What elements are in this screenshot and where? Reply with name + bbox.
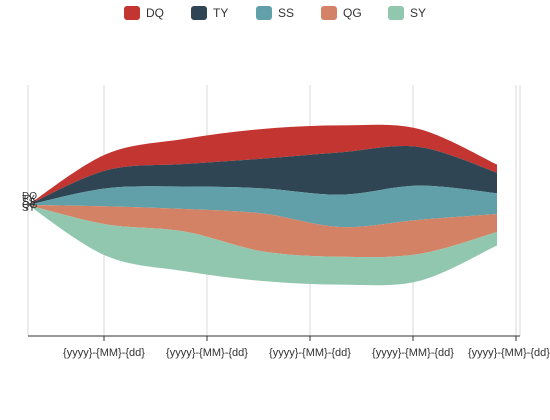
stream-layer [28,124,497,286]
legend-label-ss: SS [278,6,295,20]
legend-label-qg: QG [343,6,362,20]
stream-ty[interactable] [28,146,497,205]
x-axis: {yyyy}-{MM}-{dd} {yyyy}-{MM}-{dd} {yyyy}-{… [28,335,550,359]
legend-item-dq[interactable]: DQ [124,4,164,22]
x-tick-label-1: {yyyy}-{MM}-{dd} [166,347,248,359]
x-tick-label-0: {yyyy}-{MM}-{dd} [63,347,145,359]
legend-swatch-dq [124,6,140,20]
legend-item-sy[interactable]: SY [388,4,426,22]
legend-swatch-qg [321,6,337,20]
legend-swatch-ty [191,6,207,20]
legend-item-ty[interactable]: TY [191,4,228,22]
stream-ss[interactable] [28,185,497,228]
stream-sy[interactable] [28,205,497,286]
edge-label-ty: TY [22,194,35,205]
stream-qg[interactable] [28,205,497,258]
edge-label-qg: QG [22,200,38,211]
legend-label-dq: DQ [146,6,164,20]
legend-swatch-ss [256,6,272,20]
x-tick-label-2: {yyyy}-{MM}-{dd} [269,347,351,359]
x-tick-label-3: {yyyy}-{MM}-{dd} [372,347,454,359]
legend-label-sy: SY [410,6,427,20]
legend-swatch-sy [388,6,404,20]
stream-dq[interactable] [28,124,497,205]
x-tick-label-4: {yyyy}-{MM}-{dd} [468,347,550,359]
edge-label-sy: SY [22,203,36,214]
edge-label-ss: SS [22,197,36,208]
legend-item-ss[interactable]: SS [256,4,294,22]
edge-label-dq: DQ [22,191,37,202]
chart-legend: DQ TY SS QG SY [0,4,550,22]
legend-item-qg[interactable]: QG [321,4,362,22]
legend-label-ty: TY [213,6,229,20]
